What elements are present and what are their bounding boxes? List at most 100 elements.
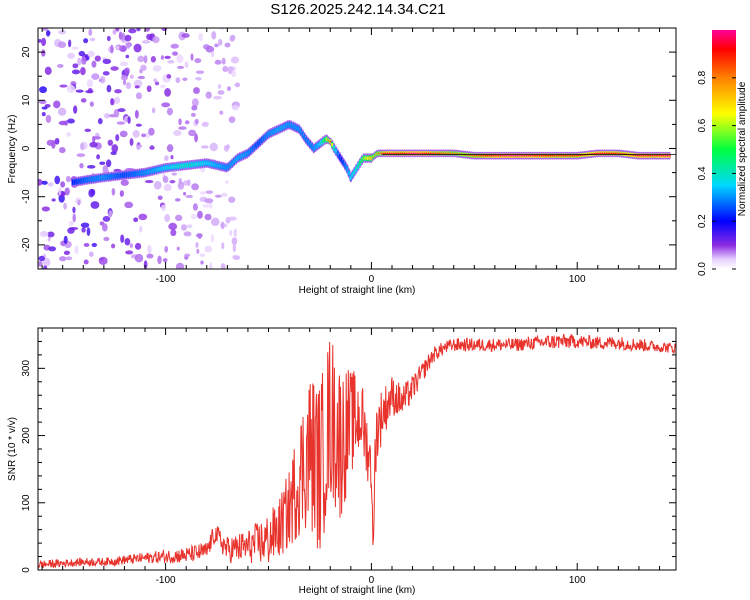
noise-cell xyxy=(195,77,202,81)
noise-cell xyxy=(233,255,241,260)
noise-cell xyxy=(136,144,143,148)
noise-cell xyxy=(205,91,212,99)
noise-cell xyxy=(211,31,217,40)
noise-cell xyxy=(219,110,224,115)
noise-cell xyxy=(84,128,92,133)
noise-cell xyxy=(80,67,86,76)
noise-cell xyxy=(161,28,168,32)
y-tick-label: 300 xyxy=(21,360,32,377)
noise-cell xyxy=(188,129,197,137)
noise-cell xyxy=(79,162,84,169)
noise-cell xyxy=(175,77,181,84)
noise-cell xyxy=(135,123,142,127)
noise-cell xyxy=(124,67,130,75)
noise-cell xyxy=(90,201,100,209)
colorbar-tick-label: 0.4 xyxy=(697,166,708,180)
noise-cell xyxy=(157,255,162,265)
noise-cell xyxy=(141,40,151,44)
noise-cell xyxy=(119,61,129,67)
x-tick-label: -100 xyxy=(156,575,176,586)
noise-cell xyxy=(166,74,172,79)
noise-cell xyxy=(190,53,194,61)
noise-cell xyxy=(110,44,114,54)
colorbar-label: Normalized spectral amplitude xyxy=(737,81,748,216)
noise-cell xyxy=(129,74,134,79)
noise-cell xyxy=(78,50,86,57)
noise-cell xyxy=(226,144,230,149)
noise-cell xyxy=(41,206,51,212)
noise-cell xyxy=(134,85,140,89)
noise-cell xyxy=(164,214,171,223)
noise-cell xyxy=(116,121,126,125)
noise-cell xyxy=(135,92,143,100)
noise-cell xyxy=(41,37,47,47)
noise-cell xyxy=(143,260,148,269)
noise-cell xyxy=(204,213,212,221)
colorbar-gradient xyxy=(712,30,736,269)
snr-x-axis-label: Height of straight line (km) xyxy=(299,585,416,596)
noise-cell xyxy=(94,55,102,62)
noise-cell xyxy=(89,141,98,148)
noise-cell xyxy=(63,202,67,210)
noise-cell xyxy=(168,222,178,231)
noise-cell xyxy=(71,69,81,75)
noise-cell xyxy=(91,60,97,68)
noise-cell xyxy=(118,31,123,40)
ridge-core-cell xyxy=(347,171,351,175)
noise-cell xyxy=(195,241,199,248)
noise-cell xyxy=(222,65,229,73)
noise-cell xyxy=(146,33,153,41)
y-tick-label: -10 xyxy=(21,189,32,204)
noise-cell xyxy=(210,51,215,58)
noise-cell xyxy=(195,233,203,238)
noise-cell xyxy=(191,98,199,107)
noise-cell xyxy=(169,180,176,184)
noise-cell xyxy=(139,225,143,233)
noise-cell xyxy=(202,204,211,208)
y-tick-label: 20 xyxy=(21,46,32,58)
noise-cell xyxy=(133,217,139,223)
noise-cell xyxy=(39,86,48,94)
noise-cell xyxy=(120,74,128,81)
noise-cell xyxy=(141,133,146,138)
noise-cell xyxy=(72,105,78,114)
noise-cell xyxy=(59,147,66,154)
noise-cell xyxy=(175,262,185,269)
noise-cell xyxy=(125,81,132,90)
noise-cell xyxy=(87,50,95,58)
noise-cell xyxy=(166,144,174,153)
noise-cell xyxy=(111,188,116,196)
noise-cell xyxy=(83,259,89,265)
noise-cell xyxy=(115,134,120,142)
noise-cell xyxy=(38,178,43,186)
noise-cell xyxy=(88,251,94,257)
noise-cell xyxy=(108,210,113,218)
noise-cell xyxy=(225,180,229,184)
noise-cell xyxy=(184,120,190,125)
noise-cell xyxy=(162,258,168,263)
noise-cell xyxy=(67,118,75,124)
noise-cell xyxy=(171,172,178,176)
noise-cell xyxy=(154,81,160,86)
noise-cell xyxy=(41,106,48,110)
noise-cell xyxy=(201,121,209,127)
noise-cell xyxy=(120,234,125,243)
noise-cell xyxy=(63,250,71,255)
noise-cell xyxy=(65,175,71,183)
noise-cell xyxy=(80,98,87,103)
noise-cell xyxy=(58,29,67,35)
noise-cell xyxy=(164,88,171,97)
noise-cell xyxy=(196,210,203,219)
noise-cell xyxy=(124,238,131,246)
colorbar-tick-label: 0.6 xyxy=(697,118,708,132)
noise-cell xyxy=(122,79,127,86)
noise-cell xyxy=(48,246,57,252)
noise-cell xyxy=(172,51,178,56)
noise-cell xyxy=(229,229,233,236)
noise-cell xyxy=(217,84,222,89)
noise-cell xyxy=(110,98,114,106)
noise-cell xyxy=(63,235,68,245)
noise-cell xyxy=(232,243,236,253)
noise-cell xyxy=(128,28,137,34)
